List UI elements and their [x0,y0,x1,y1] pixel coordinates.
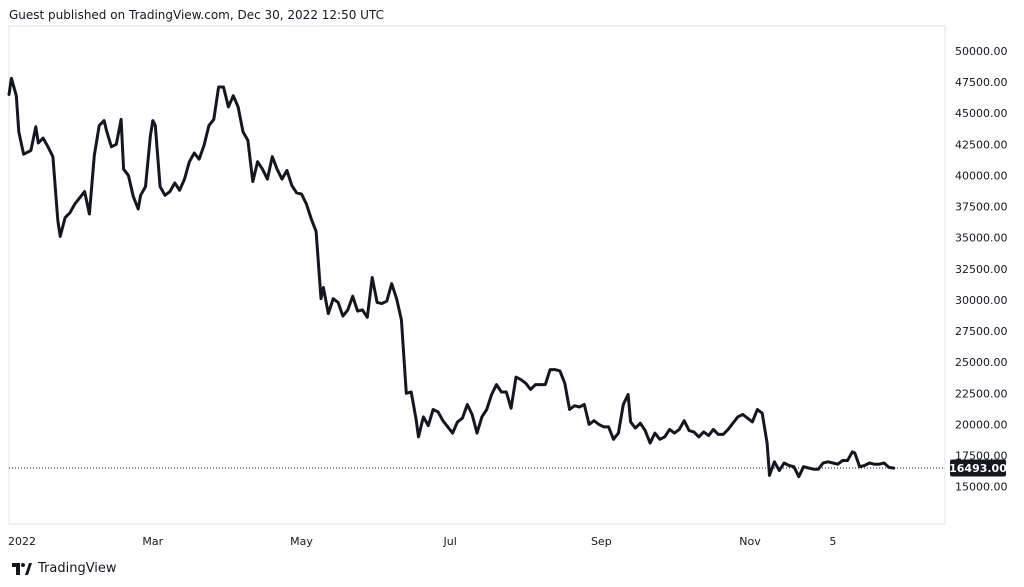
footer-brand: TradingView [12,561,117,576]
y-tick-label: 35000.00 [955,232,1008,245]
plot-frame [8,25,946,525]
x-tick-label: 5 [829,535,836,548]
last-price-label: 16493.00 [949,462,1007,475]
y-tick-label: 42500.00 [955,138,1008,151]
x-tick-label: Jul [443,535,457,548]
y-tick-label: 27500.00 [955,325,1008,338]
y-tick-label: 45000.00 [955,107,1008,120]
y-axis-ticks: 15000.00 17500.00 20000.00 22500.00 25000.00… [955,45,1008,494]
x-axis-ticks: 2022 Mar May Jul Sep Nov 5 [8,535,836,548]
y-tick-label: 25000.00 [955,356,1008,369]
x-tick-label: 2022 [8,535,36,548]
footer-brand-text: TradingView [38,561,117,576]
last-price-badge: 16493.00 [949,459,1007,477]
y-tick-label: 32500.00 [955,263,1008,276]
y-tick-label: 30000.00 [955,294,1008,307]
x-tick-label: Nov [739,535,761,548]
y-tick-label: 15000.00 [955,481,1008,494]
y-tick-label: 47500.00 [955,76,1008,89]
y-tick-label: 40000.00 [955,169,1008,182]
series-line [7,76,896,479]
y-tick-label: 50000.00 [955,45,1008,58]
y-tick-label: 22500.00 [955,387,1008,400]
last-price-badge-bg [950,459,1006,477]
y-tick-label: 20000.00 [955,418,1008,431]
y-tick-label: 17500.00 [955,450,1008,463]
publisher-header: Guest published on TradingView.com, Dec … [9,8,384,22]
tradingview-logo-icon [12,562,32,575]
x-tick-label: Mar [142,535,163,548]
y-tick-label: 37500.00 [955,201,1008,214]
x-tick-label: Sep [591,535,612,548]
x-tick-label: May [290,535,313,548]
